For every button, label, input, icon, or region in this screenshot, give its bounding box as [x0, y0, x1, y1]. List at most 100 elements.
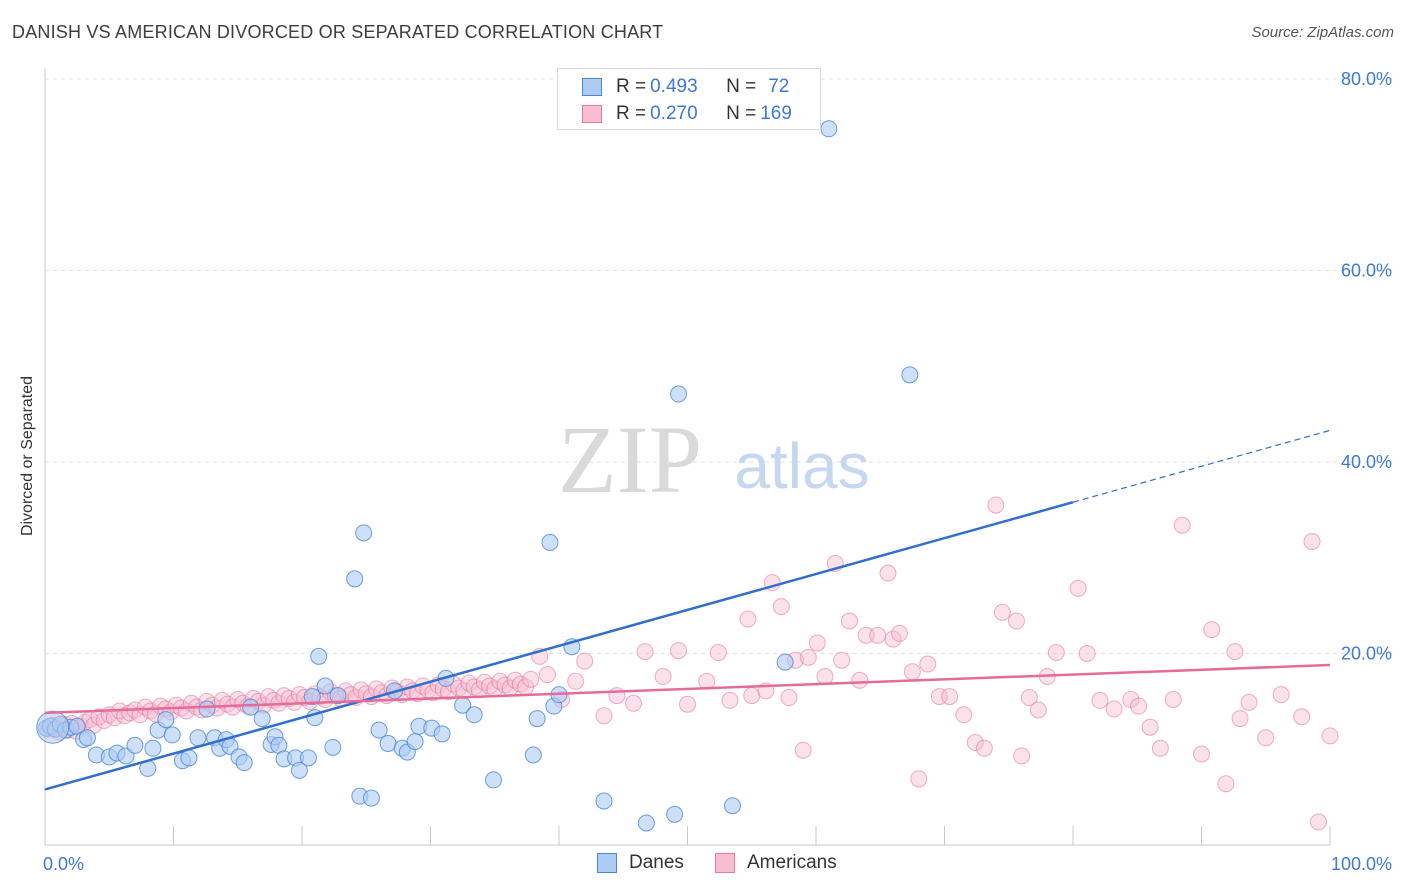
americans-point: [833, 651, 851, 669]
americans-point: [654, 667, 672, 685]
americans-point: [1193, 745, 1210, 763]
watermark-zip: ZIP: [558, 406, 702, 513]
danes-point: [484, 771, 502, 789]
americans-point: [910, 770, 928, 788]
grid-lines: [45, 78, 1392, 654]
danes-r-label: R =: [616, 76, 647, 97]
americans-point: [941, 688, 959, 706]
americans-trend-line: [44, 663, 1331, 715]
danes-point: [198, 700, 216, 718]
danes-legend-label: Danes: [629, 852, 684, 873]
watermark-atlas: atlas: [734, 430, 869, 502]
danes-point: [370, 721, 388, 739]
danes-point: [670, 385, 688, 403]
danes-point: [406, 733, 424, 751]
danes-point: [524, 746, 542, 764]
americans-point: [966, 734, 984, 752]
danes-point: [290, 761, 308, 779]
americans-point: [1303, 532, 1321, 550]
danes-point: [303, 688, 321, 706]
danes-point: [355, 524, 373, 542]
danes-point: [253, 710, 271, 728]
americans-point: [1007, 612, 1025, 630]
americans-point: [1091, 691, 1109, 709]
danes-trend-line: [44, 501, 1074, 791]
americans-point: [1309, 813, 1327, 831]
americans-point: [522, 670, 540, 688]
americans-point: [1069, 579, 1087, 597]
tick-labels: 20.0% 40.0% 60.0% 80.0% 0.0% 100.0%: [43, 69, 1392, 874]
americans-point: [576, 652, 594, 670]
americans-point: [772, 598, 790, 616]
legend-row-americans: R = 0.270 N = 169: [582, 102, 792, 126]
watermark: ZIP atlas: [558, 406, 870, 513]
x-tick-label-0: 0.0%: [43, 854, 84, 874]
danes-point: [666, 805, 684, 823]
danes-n-value: 72: [768, 76, 790, 97]
americans-r-label: R =: [616, 103, 647, 124]
legend-item-danes[interactable]: Danes: [597, 852, 684, 874]
chart-title: DANISH VS AMERICAN DIVORCED OR SEPARATED…: [12, 22, 664, 42]
americans-point: [595, 707, 613, 725]
x-tick-label-1: 100.0%: [1331, 854, 1392, 874]
americans-point: [1105, 700, 1123, 718]
danes-point: [901, 366, 919, 384]
americans-point: [1164, 690, 1182, 708]
americans-point: [679, 695, 696, 713]
americans-point: [1231, 710, 1249, 728]
trend-lines: [44, 429, 1331, 791]
danes-point: [235, 754, 253, 772]
americans-point: [1293, 708, 1311, 726]
correlation-legend: R = 0.493 N = 72 R = 0.270 N = 169: [557, 68, 821, 130]
americans-point: [1321, 727, 1339, 745]
danes-point: [362, 789, 380, 807]
americans-point: [903, 663, 921, 681]
americans-point: [799, 648, 817, 666]
americans-point: [1203, 621, 1221, 639]
americans-point: [955, 706, 973, 724]
americans-point: [919, 655, 937, 673]
danes-point: [310, 647, 328, 665]
americans-point: [567, 672, 585, 690]
danes-point: [465, 706, 483, 724]
americans-point: [1257, 729, 1275, 747]
danes-point: [36, 710, 70, 744]
danes-point: [180, 749, 198, 767]
source-credit: Source: ZipAtlas.com: [1251, 24, 1394, 41]
y-tick-label-0: 20.0%: [1341, 644, 1392, 664]
americans-point: [857, 626, 875, 644]
americans-point: [511, 675, 529, 693]
americans-point: [1047, 644, 1065, 662]
americans-point: [743, 687, 761, 705]
danes-point: [126, 736, 144, 754]
americans-point: [1240, 693, 1258, 711]
legend-item-americans[interactable]: Americans: [715, 852, 837, 874]
americans-point: [891, 624, 909, 642]
danes-swatch: [582, 78, 602, 96]
americans-point: [739, 610, 757, 628]
americans-point: [608, 687, 626, 705]
danes-point: [316, 677, 334, 695]
americans-point: [840, 612, 858, 630]
americans-point: [709, 644, 727, 662]
americans-point: [1226, 643, 1244, 661]
danes-r-value: 0.493: [650, 76, 698, 97]
danes-point: [189, 729, 207, 747]
americans-point: [884, 630, 902, 648]
legend-row-danes: R = 0.493 N = 72: [582, 75, 789, 99]
americans-point: [879, 564, 897, 582]
danes-point: [329, 687, 347, 705]
americans-point: [1078, 645, 1096, 662]
americans-point: [670, 642, 688, 660]
danes-point: [595, 792, 613, 810]
danes-point: [157, 711, 175, 729]
danes-trend-extension: [1072, 429, 1331, 503]
danes-point: [528, 710, 546, 728]
americans-point: [1029, 701, 1047, 719]
series-legend: Danes Americans: [0, 852, 1406, 878]
americans-point: [1130, 697, 1148, 715]
americans-point: [465, 678, 483, 696]
americans-point: [1020, 689, 1038, 707]
danes-point: [299, 749, 317, 767]
americans-legend-label: Americans: [747, 852, 837, 873]
